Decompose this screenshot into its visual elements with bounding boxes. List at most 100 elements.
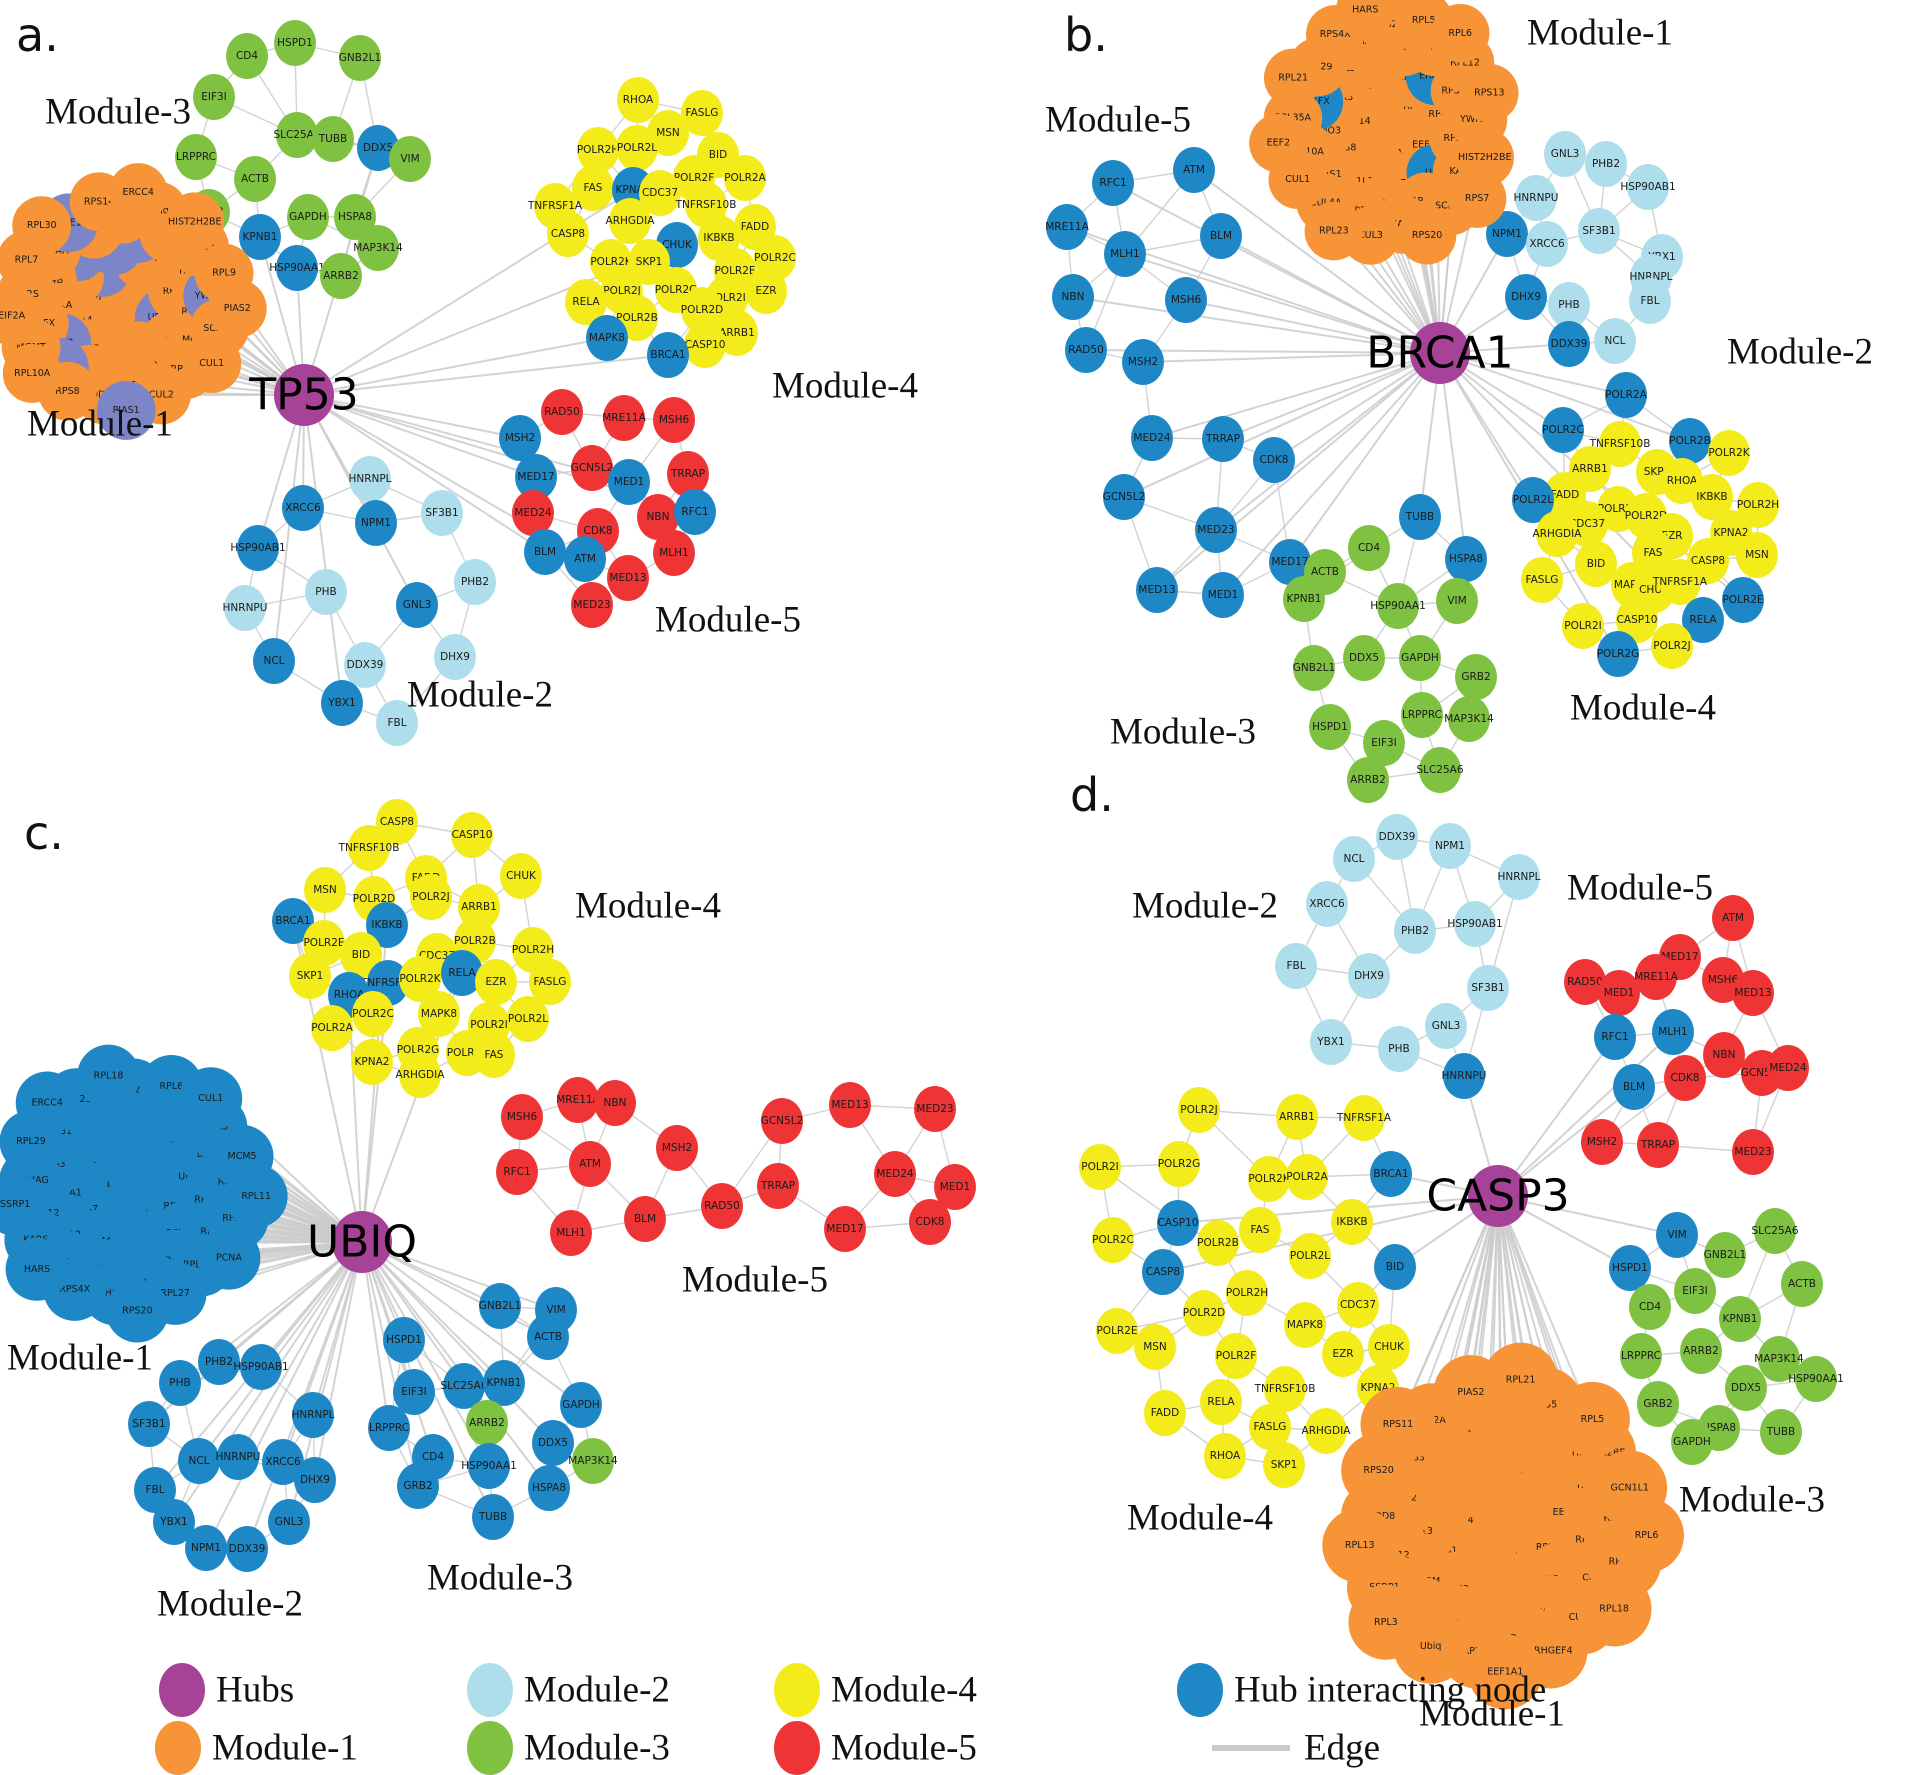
node-VIM[interactable]: VIM [1656, 1212, 1698, 1258]
node-PIAS1[interactable]: PIAS1 [96, 381, 156, 440]
node-GCN5L2[interactable]: GCN5L2 [571, 445, 614, 491]
node-TNFRSF10B[interactable]: TNFRSF10B [1589, 421, 1651, 467]
node-TNFRSF1A[interactable]: TNFRSF1A [1336, 1095, 1392, 1141]
node-POLR2K[interactable]: POLR2K [1248, 1156, 1291, 1202]
node-POLR2G[interactable]: POLR2G [1597, 631, 1640, 677]
node-CHUK[interactable]: CHUK [1368, 1324, 1410, 1370]
node-MED13[interactable]: MED13 [829, 1082, 871, 1128]
node-MSH2[interactable]: MSH2 [1122, 339, 1164, 385]
node-POLR2K[interactable]: POLR2K [399, 956, 442, 1002]
node-FBL[interactable]: FBL [1275, 943, 1317, 989]
node-HSP90AB1[interactable]: HSP90AB1 [230, 525, 286, 571]
node-HARS[interactable]: HARS [5, 1237, 69, 1301]
node-ACTB[interactable]: ACTB [234, 156, 276, 202]
node-ARHGDIA[interactable]: ARHGDIA [396, 1052, 446, 1098]
node-RELA[interactable]: RELA [441, 950, 483, 996]
node-CASP10[interactable]: CASP10 [684, 322, 726, 368]
node-POLR2H[interactable]: POLR2H [1226, 1270, 1268, 1316]
node-RFC1[interactable]: RFC1 [1594, 1014, 1636, 1060]
node-CASP8[interactable]: CASP8 [547, 211, 589, 257]
node-MLH1[interactable]: MLH1 [653, 530, 695, 576]
node-MAP3K14[interactable]: MAP3K14 [353, 225, 403, 271]
node-ERCC4[interactable]: ERCC4 [108, 163, 168, 222]
node-MED1[interactable]: MED1 [1202, 572, 1244, 618]
node-MED24[interactable]: MED24 [1767, 1045, 1809, 1091]
node-DDX5[interactable]: DDX5 [1725, 1365, 1767, 1411]
node-FAS[interactable]: FAS [1632, 530, 1674, 576]
node-MED13[interactable]: MED13 [607, 555, 649, 601]
node-MAP3K14[interactable]: MAP3K14 [568, 1438, 618, 1484]
node-GNB2L1[interactable]: GNB2L1 [1293, 645, 1335, 691]
node-POLR2E[interactable]: POLR2E [1096, 1308, 1138, 1354]
node-NCL[interactable]: NCL [253, 638, 295, 684]
node-POLR2H[interactable]: POLR2H [577, 127, 619, 173]
node-PHB[interactable]: PHB [1548, 282, 1590, 328]
node-ATM[interactable]: ATM [569, 1141, 611, 1187]
node-DHX9[interactable]: DHX9 [1348, 953, 1390, 999]
node-NCL[interactable]: NCL [178, 1438, 220, 1484]
node-NPM1[interactable]: NPM1 [1486, 211, 1528, 257]
node-ARRB2[interactable]: ARRB2 [320, 253, 362, 299]
node-RAD50[interactable]: RAD50 [541, 389, 583, 435]
node-GNB2L1[interactable]: GNB2L1 [479, 1283, 521, 1329]
node-DDX39[interactable]: DDX39 [226, 1526, 268, 1572]
node-GNL3[interactable]: GNL3 [268, 1499, 310, 1545]
node-POLR2D[interactable]: POLR2D [681, 287, 724, 333]
node-POLR2B[interactable]: POLR2B [1197, 1220, 1239, 1266]
node-MED23[interactable]: MED23 [914, 1086, 956, 1132]
node-HSPD1[interactable]: HSPD1 [1609, 1245, 1651, 1291]
node-ARRB2[interactable]: ARRB2 [1347, 757, 1389, 803]
node-RPL6[interactable]: RPL6 [1609, 1498, 1684, 1573]
node-PHB2[interactable]: PHB2 [454, 559, 496, 605]
node-PCNA[interactable]: PCNA [197, 1226, 261, 1290]
node-GNL3[interactable]: GNL3 [1544, 131, 1586, 177]
node-ARRB2[interactable]: ARRB2 [1680, 1328, 1722, 1374]
node-KPNB1[interactable]: KPNB1 [1719, 1296, 1761, 1342]
node-DDX39[interactable]: DDX39 [1548, 321, 1590, 367]
node-GRB2[interactable]: GRB2 [1455, 654, 1497, 700]
node-BLM[interactable]: BLM [624, 1196, 666, 1242]
node-GAPDH[interactable]: GAPDH [287, 194, 329, 240]
hub-TP53[interactable]: TP53 [248, 364, 359, 426]
node-POLR2J[interactable]: POLR2J [410, 874, 452, 920]
node-ARRB1[interactable]: ARRB1 [1276, 1094, 1318, 1140]
node-GRB2[interactable]: GRB2 [397, 1463, 439, 1509]
node-NBN[interactable]: NBN [1703, 1032, 1745, 1078]
node-SSRP1[interactable]: SSRP1 [0, 1173, 47, 1237]
hub-UBIQ[interactable]: UBIQ [307, 1211, 417, 1273]
node-KPNB1[interactable]: KPNB1 [239, 214, 281, 260]
node-MRE11A[interactable]: MRE11A [556, 1077, 601, 1123]
node-DDX5[interactable]: DDX5 [532, 1420, 574, 1466]
node-EIF2A[interactable]: EIF2A [0, 286, 42, 346]
node-POLR2F[interactable]: POLR2F [1215, 1333, 1257, 1379]
node-MED17[interactable]: MED17 [824, 1206, 866, 1252]
node-DDX5[interactable]: DDX5 [357, 125, 399, 171]
node-SKP1[interactable]: SKP1 [1263, 1442, 1305, 1488]
node-MAP3K14[interactable]: MAP3K14 [1444, 696, 1494, 742]
node-RPL30[interactable]: RPL30 [12, 196, 72, 256]
node-MED23[interactable]: MED23 [1195, 507, 1237, 553]
node-RHOA[interactable]: RHOA [617, 77, 659, 123]
node-FADD[interactable]: FADD [1144, 1390, 1186, 1436]
node-POLR2D[interactable]: POLR2D [1183, 1290, 1226, 1336]
node-BRCA1[interactable]: BRCA1 [272, 898, 314, 944]
node-EIF3I[interactable]: EIF3I [1363, 720, 1405, 766]
node-FBL[interactable]: FBL [376, 700, 418, 746]
node-DHX9[interactable]: DHX9 [434, 634, 476, 680]
node-YBX1[interactable]: YBX1 [1310, 1019, 1352, 1065]
node-HSP90AA1[interactable]: HSP90AA1 [269, 245, 325, 291]
node-RPS20[interactable]: RPS20 [1397, 206, 1457, 265]
node-CD4[interactable]: CD4 [1348, 525, 1390, 571]
node-SF3B1[interactable]: SF3B1 [1467, 965, 1509, 1011]
node-CD4[interactable]: CD4 [226, 33, 268, 79]
node-RELA[interactable]: RELA [565, 279, 607, 325]
node-ARRB1[interactable]: ARRB1 [458, 884, 500, 930]
node-NPM1[interactable]: NPM1 [355, 500, 397, 546]
node-POLR2G[interactable]: POLR2G [1158, 1141, 1201, 1187]
node-XRCC6[interactable]: XRCC6 [1526, 221, 1568, 267]
node-SLC25A6[interactable]: SLC25A6 [273, 112, 321, 158]
node-TUBB[interactable]: TUBB [1399, 494, 1441, 540]
node-GNL3[interactable]: GNL3 [1425, 1003, 1467, 1049]
node-MED1[interactable]: MED1 [608, 459, 650, 505]
node-IKBKB[interactable]: IKBKB [366, 902, 408, 948]
